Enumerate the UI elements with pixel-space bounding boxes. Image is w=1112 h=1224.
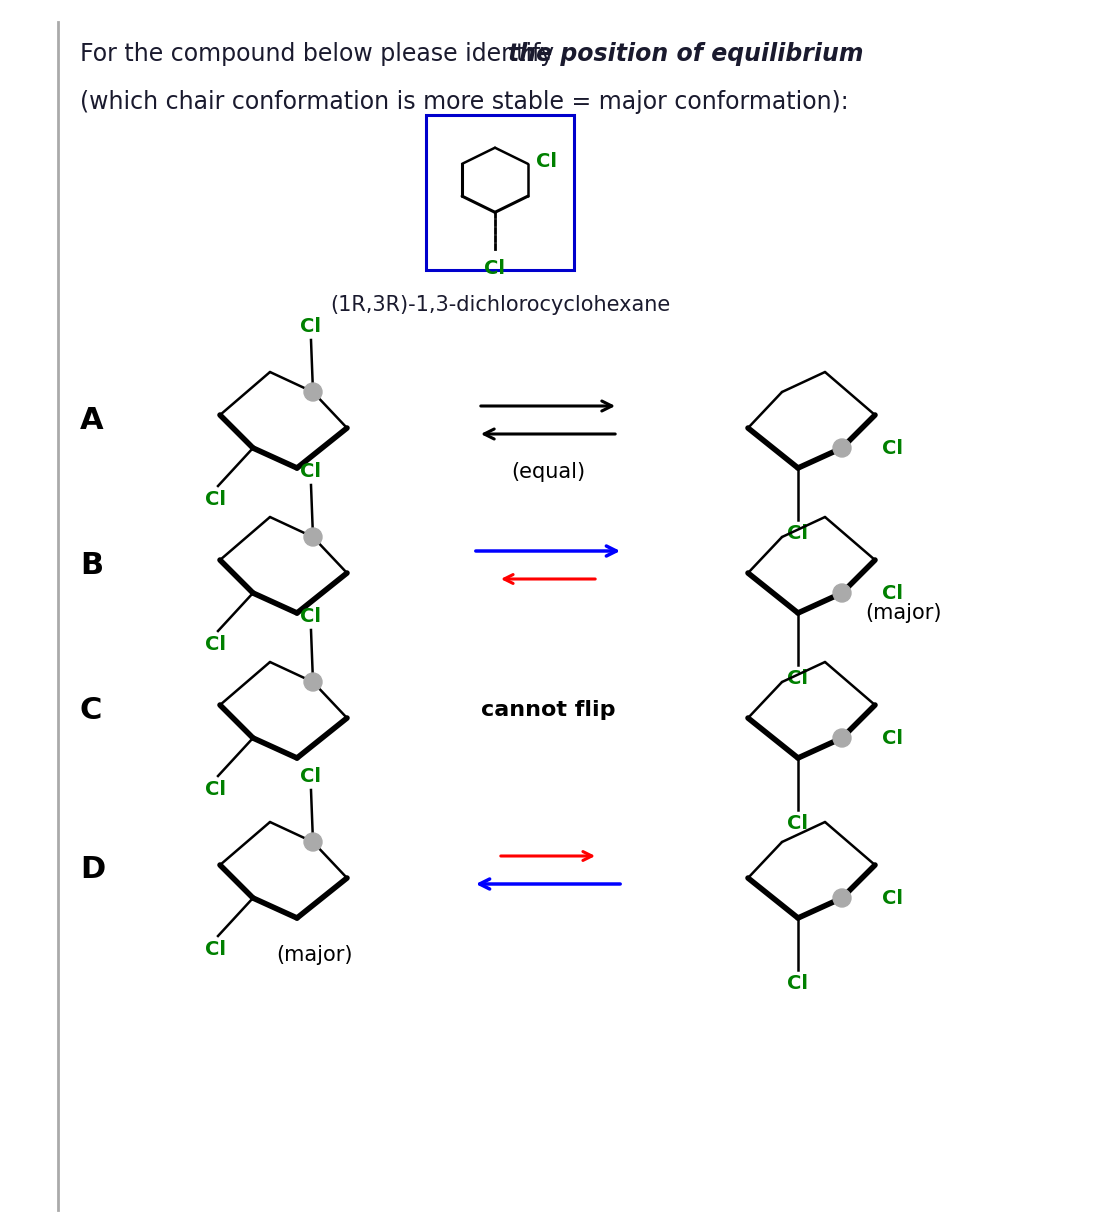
Text: (major): (major) (277, 945, 354, 965)
Text: Cl: Cl (300, 317, 321, 337)
Text: Cl: Cl (485, 259, 506, 278)
Text: Cl: Cl (882, 889, 903, 907)
Circle shape (833, 584, 851, 602)
Text: Cl: Cl (882, 728, 903, 748)
Text: (1R,3R)-1,3-dichlorocyclohexane: (1R,3R)-1,3-dichlorocyclohexane (330, 295, 671, 315)
Text: Cl: Cl (882, 584, 903, 602)
Text: (which chair conformation is more stable = major conformation):: (which chair conformation is more stable… (80, 91, 848, 114)
Text: Cl: Cl (787, 974, 808, 993)
Circle shape (833, 730, 851, 747)
Text: Cl: Cl (882, 438, 903, 458)
Text: Cl: Cl (206, 940, 227, 958)
Circle shape (833, 439, 851, 457)
Text: Cl: Cl (206, 780, 227, 799)
Text: (equal): (equal) (510, 461, 585, 482)
Text: Cl: Cl (787, 814, 808, 834)
Text: Cl: Cl (206, 635, 227, 654)
Text: Cl: Cl (787, 670, 808, 688)
Circle shape (304, 383, 322, 401)
Text: A: A (80, 405, 103, 435)
Text: cannot flip: cannot flip (480, 700, 615, 720)
Circle shape (833, 889, 851, 907)
Text: Cl: Cl (206, 490, 227, 509)
Text: D: D (80, 856, 106, 885)
Text: For the compound below please identify: For the compound below please identify (80, 42, 562, 66)
Circle shape (304, 528, 322, 546)
Text: (major): (major) (865, 603, 942, 623)
Text: Cl: Cl (536, 152, 557, 171)
Circle shape (304, 834, 322, 851)
Text: the position of equilibrium: the position of equilibrium (508, 42, 864, 66)
Text: Cl: Cl (787, 524, 808, 543)
Text: Cl: Cl (300, 767, 321, 786)
Text: Cl: Cl (300, 461, 321, 481)
Text: B: B (80, 551, 103, 579)
Text: Cl: Cl (300, 607, 321, 625)
Bar (426, 115, 574, 271)
Circle shape (304, 673, 322, 692)
Text: C: C (80, 695, 102, 725)
